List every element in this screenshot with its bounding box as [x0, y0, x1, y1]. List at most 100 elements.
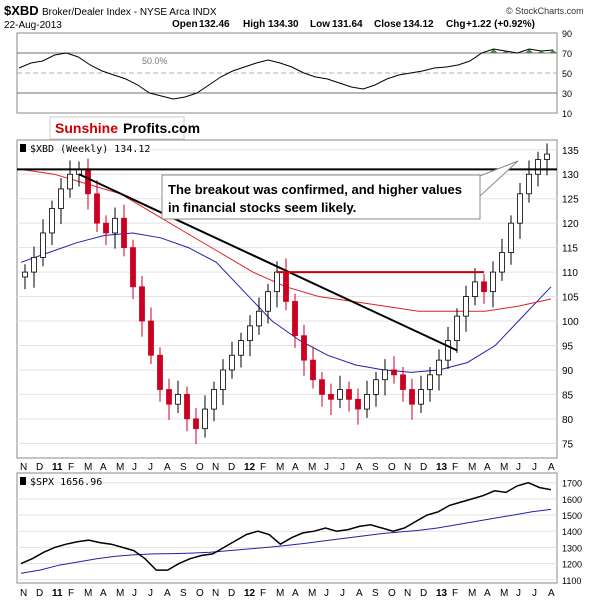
- candle-body: [490, 271, 496, 293]
- candle-body: [508, 222, 514, 253]
- x-tick-label: 13: [436, 588, 448, 599]
- trendline: [78, 173, 458, 352]
- x-tick-label: J: [324, 462, 329, 473]
- candle-body: [112, 217, 118, 234]
- high-label: High: [243, 19, 265, 30]
- candle-body: [526, 173, 532, 195]
- x-tick-label: A: [100, 462, 107, 473]
- x-tick-label: O: [196, 588, 204, 599]
- x-tick-label: A: [548, 588, 555, 599]
- spx-tick-label: 1400: [562, 527, 582, 537]
- header: $XBD Broker/Dealer Index - NYSE Arca IND…: [4, 3, 584, 31]
- spx-tick-label: 1100: [562, 576, 581, 586]
- x-tick-label: S: [180, 462, 187, 473]
- x-tick-label: F: [260, 462, 266, 473]
- x-tick-label: M: [116, 462, 124, 473]
- spx-frame: [16, 472, 558, 584]
- x-tick-label: A: [484, 588, 491, 599]
- x-tick-label: N: [212, 588, 219, 599]
- rsi-50-label: 50.0%: [142, 56, 168, 66]
- x-tick-label: J: [324, 588, 329, 599]
- candle-body: [283, 271, 289, 302]
- x-tick-label: J: [532, 462, 537, 473]
- legend-swatch: [20, 144, 26, 152]
- rsi-tick-label: 10: [562, 109, 572, 119]
- x-tick-label: A: [100, 588, 107, 599]
- x-tick-label: O: [388, 462, 396, 473]
- candle-body: [256, 310, 262, 327]
- low-label: Low: [310, 19, 330, 30]
- candle-body: [355, 398, 361, 410]
- price-tick-label: 125: [562, 195, 579, 206]
- price-tick-label: 95: [562, 341, 574, 352]
- open-value: 132.46: [199, 19, 230, 30]
- x-tick-label: N: [20, 462, 27, 473]
- low-value: 131.64: [332, 19, 363, 30]
- x-tick-label: J: [532, 588, 537, 599]
- annotation-line2: in financial stocks seem likely.: [168, 200, 356, 215]
- x-tick-label: D: [420, 462, 427, 473]
- spx-line: [20, 481, 552, 571]
- candle-body: [274, 271, 280, 293]
- close-value: 134.12: [403, 19, 434, 30]
- x-tick-label: D: [228, 462, 235, 473]
- x-tick-label: M: [84, 462, 92, 473]
- x-tick-label: M: [500, 588, 508, 599]
- x-tick-label: S: [372, 462, 379, 473]
- x-tick-label: 11: [52, 588, 63, 599]
- x-tick-label: J: [516, 462, 521, 473]
- spx-ma-line: [20, 508, 552, 574]
- candle-body: [229, 354, 235, 371]
- chg-value: +1.22 (+0.92%): [466, 19, 535, 30]
- x-tick-label: D: [420, 588, 427, 599]
- x-tick-label: F: [68, 588, 74, 599]
- x-tick-label: 12: [244, 462, 256, 473]
- candle-body: [139, 286, 145, 322]
- x-tick-label: O: [196, 462, 204, 473]
- candle-body: [481, 281, 487, 293]
- spx-legend-swatch: [20, 477, 26, 485]
- candle-body: [31, 257, 37, 273]
- x-tick-label: A: [292, 588, 299, 599]
- price-tick-label: 110: [562, 268, 578, 279]
- x-tick-label: M: [308, 588, 316, 599]
- price-tick-label: 75: [562, 439, 574, 450]
- candle-body: [22, 271, 28, 278]
- x-tick-label: D: [36, 588, 43, 599]
- annotation-line1: The breakout was confirmed, and higher v…: [168, 182, 462, 197]
- x-tick-label: S: [372, 588, 379, 599]
- candle-body: [409, 389, 415, 405]
- candle-body: [346, 389, 352, 400]
- x-tick-label: M: [276, 588, 284, 599]
- ma-long-line: [20, 232, 552, 373]
- x-tick-label: S: [180, 588, 187, 599]
- candle-body: [463, 296, 469, 317]
- candle-body: [211, 389, 217, 410]
- price-tick-label: 135: [562, 146, 579, 157]
- spx-tick-label: 1700: [562, 479, 582, 489]
- candle-body: [382, 369, 388, 381]
- candle-body: [130, 247, 136, 288]
- candle-body: [319, 379, 325, 395]
- rsi-tick-label: 30: [562, 89, 572, 99]
- x-tick-label: A: [164, 462, 171, 473]
- candle-body: [292, 301, 298, 337]
- candle-body: [427, 374, 433, 390]
- header-symbol: $XBD: [4, 3, 39, 18]
- logo-part1: Sunshine: [55, 120, 118, 136]
- candle-body: [94, 193, 100, 224]
- candle-body: [400, 374, 406, 390]
- spx-tick-label: 1500: [562, 511, 582, 521]
- price-tick-label: 115: [562, 244, 578, 255]
- x-tick-label: J: [148, 588, 153, 599]
- x-tick-label: M: [116, 588, 124, 599]
- candle-body: [184, 393, 190, 420]
- x-tick-label: A: [548, 462, 555, 473]
- candle-body: [364, 393, 370, 410]
- header-watermark: © StockCharts.com: [506, 6, 584, 16]
- candle-body: [166, 389, 172, 405]
- price-tick-label: 105: [562, 293, 579, 304]
- x-tick-label: 11: [52, 462, 63, 473]
- price-tick-label: 120: [562, 219, 579, 230]
- logo-part2: Profits.com: [123, 120, 200, 136]
